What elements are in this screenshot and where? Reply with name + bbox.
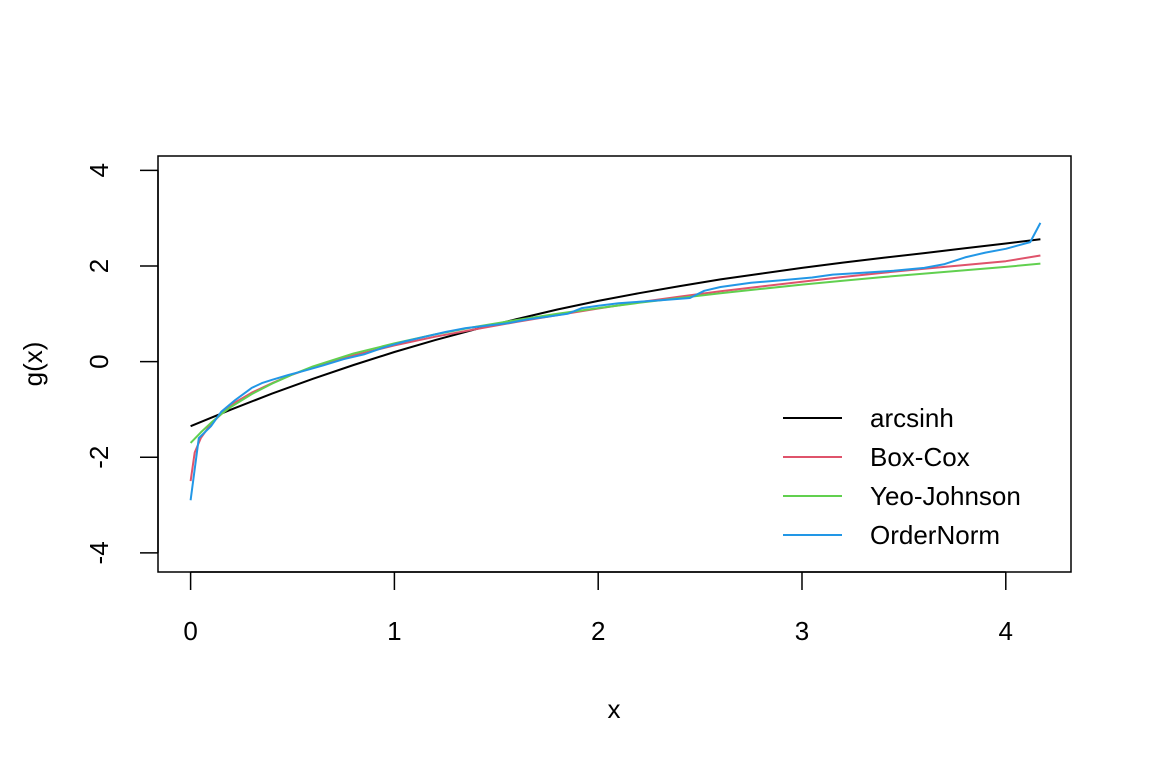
y-tick-label: 4 xyxy=(84,163,114,177)
x-tick-label: 0 xyxy=(183,616,197,646)
legend-label: OrderNorm xyxy=(870,520,1000,550)
x-tick-label: 1 xyxy=(387,616,401,646)
y-axis: -4 -2 0 2 4 xyxy=(84,163,159,564)
y-tick-label: 2 xyxy=(84,259,114,273)
series-line-ordernorm xyxy=(189,222,1042,501)
series-layer xyxy=(189,222,1042,501)
y-tick-label: 0 xyxy=(84,354,114,368)
y-axis-label: g(x) xyxy=(18,342,48,387)
legend-label: Yeo-Johnson xyxy=(870,481,1021,511)
series-line-yeo-johnson xyxy=(189,262,1041,444)
y-tick-label: -2 xyxy=(84,446,114,469)
x-tick-label: 3 xyxy=(795,616,809,646)
series-line-arcsinh xyxy=(190,238,1041,428)
x-tick-label: 2 xyxy=(591,616,605,646)
legend-label: arcsinh xyxy=(870,403,954,433)
x-axis: 0 1 2 3 4 xyxy=(183,571,1013,646)
x-axis-label: x xyxy=(608,694,621,724)
legend: arcsinh Box-Cox Yeo-Johnson OrderNorm xyxy=(783,403,1021,550)
y-tick-label: -4 xyxy=(84,541,114,564)
x-tick-label: 4 xyxy=(999,616,1013,646)
legend-label: Box-Cox xyxy=(870,442,970,472)
